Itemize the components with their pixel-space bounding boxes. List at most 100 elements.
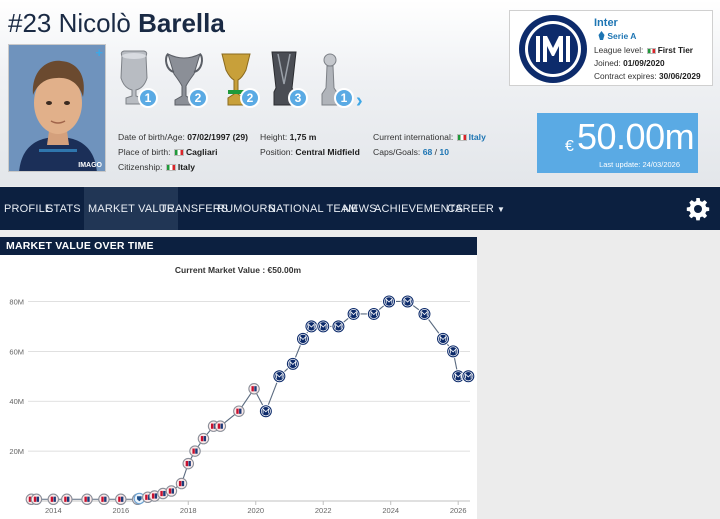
inter-data-point[interactable] xyxy=(316,319,331,334)
cagliari-crest-blue xyxy=(181,480,185,487)
inter-crest-ring xyxy=(384,296,394,307)
player-name: #23 Nicolò Barella xyxy=(8,8,225,39)
citizenship-value: Italy xyxy=(177,162,196,172)
y-tick-label: 20M xyxy=(9,447,24,456)
cagliari-data-point[interactable] xyxy=(30,493,43,506)
inter-data-point[interactable] xyxy=(366,306,381,321)
inter-crest-ring xyxy=(260,406,271,417)
pob-row: Place of birth: Cagliari xyxy=(118,145,248,160)
inter-crest-letters xyxy=(465,373,472,379)
champions-cup-trophy-icon xyxy=(165,53,203,106)
contract-label: Contract expires: xyxy=(594,71,657,81)
photo-plus-icon[interactable]: + xyxy=(95,45,103,60)
italy-flag-icon xyxy=(646,48,656,54)
nav-rumours[interactable]: RUMOURS xyxy=(213,187,279,230)
inter-club-logo-icon[interactable] xyxy=(518,14,588,84)
player-info-col-3: Current international: Italy Caps/Goals:… xyxy=(373,130,486,160)
cagliari-crest-icon xyxy=(61,493,73,506)
cagliari-data-point[interactable] xyxy=(248,383,260,395)
inter-data-point[interactable] xyxy=(272,369,287,384)
player-info-col-1: Date of birth/Age: 07/02/1997 (29) Place… xyxy=(118,130,248,175)
nav-career[interactable]: CAREER ▼ xyxy=(443,187,509,230)
nav-achievements[interactable]: ACHIEVEMENTS xyxy=(370,187,467,230)
inter-crest-ring xyxy=(298,333,308,344)
inter-data-point[interactable] xyxy=(461,369,476,384)
inter-data-point[interactable] xyxy=(346,306,361,321)
caps-link[interactable]: 68 xyxy=(422,147,433,157)
nav-national-team-label: NATIONAL TEAM xyxy=(268,203,358,215)
cagliari-data-point[interactable] xyxy=(47,493,60,506)
como-crest-shield xyxy=(137,496,142,502)
player-first-name: Nicolò xyxy=(58,8,131,38)
cagliari-crest-icon xyxy=(98,493,110,506)
market-value-chart: Current Market Value : €50.00m 20M 40M 60M… xyxy=(9,265,476,515)
trophy-item[interactable]: 3 xyxy=(264,48,308,108)
serie-a-league-icon xyxy=(598,31,605,40)
cagliari-data-point[interactable] xyxy=(165,485,178,497)
nav-transfers[interactable]: TRANSFERS xyxy=(156,187,232,230)
inter-data-point[interactable] xyxy=(382,294,397,309)
cagliari-data-point[interactable] xyxy=(61,493,73,506)
inter-data-point[interactable] xyxy=(258,404,273,419)
market-value-box[interactable]: € 50.00m Last update: 24/03/2026 xyxy=(537,113,698,173)
inter-data-point[interactable] xyxy=(331,319,346,334)
inter-data-point[interactable] xyxy=(304,319,319,334)
inter-data-point[interactable] xyxy=(400,294,415,309)
cagliari-crest-blue xyxy=(188,460,191,467)
citizenship-row: Citizenship: Italy xyxy=(118,160,248,175)
dob-row: Date of birth/Age: 07/02/1997 (29) xyxy=(118,130,248,145)
photo-credit: IMAGO xyxy=(78,162,102,169)
cagliari-crest-red xyxy=(64,496,67,502)
cagliari-data-point[interactable] xyxy=(189,445,201,457)
nav-profile[interactable]: PROFILE xyxy=(0,187,56,230)
goals-link[interactable]: 10 xyxy=(439,147,449,157)
height-label: Height: xyxy=(260,132,288,142)
trophy-item[interactable]: 1 xyxy=(114,48,158,108)
inter-data-point[interactable] xyxy=(436,331,451,346)
inter-data-point[interactable] xyxy=(417,306,432,321)
cagliari-crest-red xyxy=(151,493,155,499)
player-photo[interactable]: + IMAGO xyxy=(8,44,106,172)
inter-crest-ring xyxy=(348,308,359,319)
cagliari-crest-blue xyxy=(195,448,198,454)
trophy-item[interactable]: 1 xyxy=(310,48,354,108)
cagliari-crest-blue xyxy=(104,496,107,502)
inter-crest-ring xyxy=(419,308,430,319)
nav-stats-label: STATS xyxy=(46,203,81,215)
club-name-link[interactable]: Inter xyxy=(594,17,618,29)
nav-market-value-label: MARKET VALUE xyxy=(88,203,175,215)
joined-label: Joined: xyxy=(594,58,621,68)
cagliari-data-point[interactable] xyxy=(182,457,195,470)
league-link[interactable]: Serie A xyxy=(607,31,637,41)
y-tick-label: 80M xyxy=(9,297,24,306)
cagliari-crest-red xyxy=(84,496,87,502)
inter-data-point[interactable] xyxy=(295,331,310,346)
nav-news[interactable]: NEWS xyxy=(339,187,381,230)
cagliari-data-point[interactable] xyxy=(115,493,127,506)
trophy-item[interactable]: 2 xyxy=(216,48,260,108)
cagliari-data-point[interactable] xyxy=(197,432,210,445)
cagliari-crest-icon xyxy=(189,445,201,457)
nav-national-team[interactable]: NATIONAL TEAM xyxy=(264,187,362,230)
cagliari-crest-blue xyxy=(171,488,174,494)
intl-value-link[interactable]: Italy xyxy=(468,132,486,142)
cagliari-data-point[interactable] xyxy=(81,493,93,506)
cagliari-crest-red xyxy=(251,386,254,392)
cagliari-data-point[interactable] xyxy=(214,420,227,432)
inter-data-point[interactable] xyxy=(446,344,461,359)
inter-crest-ring xyxy=(402,296,413,307)
position-label: Position: xyxy=(260,147,293,157)
inter-crest-letters xyxy=(308,323,315,329)
cagliari-data-point[interactable] xyxy=(233,405,245,417)
trophy-count-badge: 1 xyxy=(138,88,158,108)
trophy-item[interactable]: 2 xyxy=(164,48,208,108)
inter-data-point[interactable] xyxy=(285,356,300,371)
cagliari-data-point[interactable] xyxy=(175,477,188,490)
citizenship-label: Citizenship: xyxy=(118,162,163,172)
x-tick-label: 2026 xyxy=(450,506,467,515)
trophy-next-arrow[interactable]: › xyxy=(356,90,363,112)
nav-market-value[interactable]: MARKET VALUE xyxy=(84,187,179,230)
cagliari-data-point[interactable] xyxy=(98,493,110,506)
nav-rumours-label: RUMOURS xyxy=(217,203,276,215)
gear-icon[interactable] xyxy=(686,197,710,221)
